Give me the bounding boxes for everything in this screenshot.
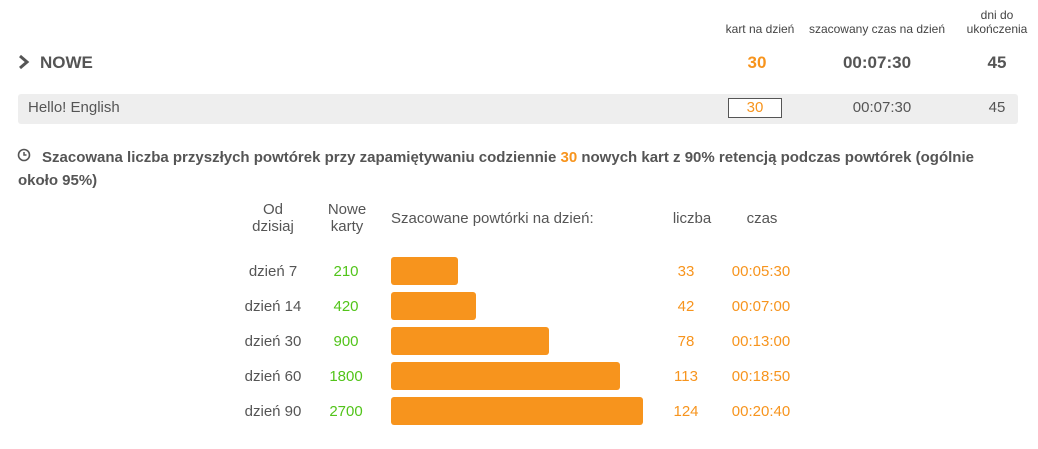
cards-input[interactable]: 30 xyxy=(728,98,782,118)
count: 30 xyxy=(560,149,578,166)
text: nowych kart z 90% retencją podczas powtó… xyxy=(18,149,974,189)
column-header: Nowe karty xyxy=(327,201,367,235)
text: Szacowana liczba przyszłych powtórek prz… xyxy=(42,149,557,166)
review-time: 00:07:00 xyxy=(731,298,791,315)
day-label: dzień 14 xyxy=(244,298,302,315)
day-label: dzień 30 xyxy=(244,333,302,350)
new-cards: 1800 xyxy=(329,368,363,385)
review-count: 124 xyxy=(673,403,699,420)
column-header: kart na dzień xyxy=(725,22,795,36)
review-count: 33 xyxy=(677,263,695,280)
cards-per-day: 30 xyxy=(747,53,767,72)
deck-name[interactable]: Hello! English xyxy=(28,99,120,116)
column-header: Szacowane powtórki na dzień: xyxy=(391,210,594,227)
review-count: 78 xyxy=(677,333,695,350)
column-header: liczba xyxy=(672,210,712,227)
group-title[interactable]: NOWE xyxy=(40,53,93,72)
review-count: 113 xyxy=(674,368,698,385)
day-label: dzień 7 xyxy=(248,263,298,280)
review-bar xyxy=(391,292,477,320)
review-count: 42 xyxy=(677,298,695,315)
review-bar xyxy=(391,257,458,285)
column-header: czas xyxy=(746,210,778,227)
review-bar xyxy=(391,362,621,390)
new-cards: 210 xyxy=(333,263,359,280)
chevron-icon[interactable] xyxy=(17,54,31,70)
time-per-day: 00:07:30 xyxy=(842,53,912,72)
column-header: szacowany czas na dzień xyxy=(808,22,946,36)
new-cards: 420 xyxy=(333,298,359,315)
review-bar xyxy=(391,327,550,355)
clock-icon xyxy=(17,148,31,162)
review-time: 00:13:00 xyxy=(731,333,791,350)
review-time: 00:18:50 xyxy=(731,368,791,385)
review-time: 00:20:40 xyxy=(731,403,791,420)
day-label: dzień 60 xyxy=(244,368,302,385)
days-left: 45 xyxy=(987,53,1007,72)
column-header: dni do ukończenia xyxy=(966,8,1028,36)
new-cards: 900 xyxy=(333,333,359,350)
deck-time: 00:07:30 xyxy=(852,99,912,116)
review-bar xyxy=(391,397,643,425)
deck-row xyxy=(18,94,1018,124)
deck-days: 45 xyxy=(988,99,1006,116)
review-time: 00:05:30 xyxy=(731,263,791,280)
day-label: dzień 90 xyxy=(244,403,302,420)
forecast-text: Szacowana liczba przyszłych powtórek prz… xyxy=(18,146,1008,192)
column-header: Od dzisiaj xyxy=(252,201,294,235)
new-cards: 2700 xyxy=(329,403,363,420)
